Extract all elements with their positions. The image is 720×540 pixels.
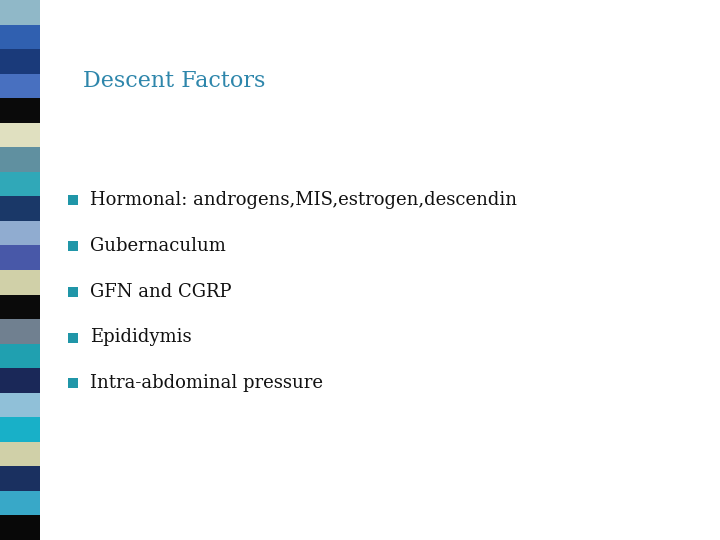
Bar xyxy=(0,246,40,270)
Bar xyxy=(0,172,40,197)
Text: Hormonal: androgens,MIS,estrogen,descendin: Hormonal: androgens,MIS,estrogen,descend… xyxy=(90,191,517,209)
Text: Intra-abdominal pressure: Intra-abdominal pressure xyxy=(90,374,323,393)
Bar xyxy=(0,270,40,294)
Text: GFN and CGRP: GFN and CGRP xyxy=(90,282,232,301)
Bar xyxy=(0,0,40,24)
Bar xyxy=(68,333,78,342)
Bar xyxy=(0,147,40,172)
Bar xyxy=(0,343,40,368)
Bar xyxy=(0,319,40,343)
Bar xyxy=(0,491,40,516)
Bar xyxy=(0,123,40,147)
Bar xyxy=(0,393,40,417)
Bar xyxy=(0,73,40,98)
Bar xyxy=(0,49,40,73)
Bar xyxy=(0,368,40,393)
Text: Gubernaculum: Gubernaculum xyxy=(90,237,226,255)
Bar xyxy=(68,287,78,296)
Bar xyxy=(0,197,40,221)
Bar xyxy=(0,98,40,123)
Bar xyxy=(68,241,78,251)
Bar xyxy=(0,516,40,540)
Bar xyxy=(0,294,40,319)
Text: Descent Factors: Descent Factors xyxy=(83,70,265,92)
Bar xyxy=(0,442,40,467)
Bar xyxy=(0,24,40,49)
Bar xyxy=(68,379,78,388)
Bar xyxy=(68,195,78,205)
Text: Epididymis: Epididymis xyxy=(90,328,192,347)
Bar xyxy=(0,467,40,491)
Bar xyxy=(0,221,40,246)
Bar xyxy=(0,417,40,442)
